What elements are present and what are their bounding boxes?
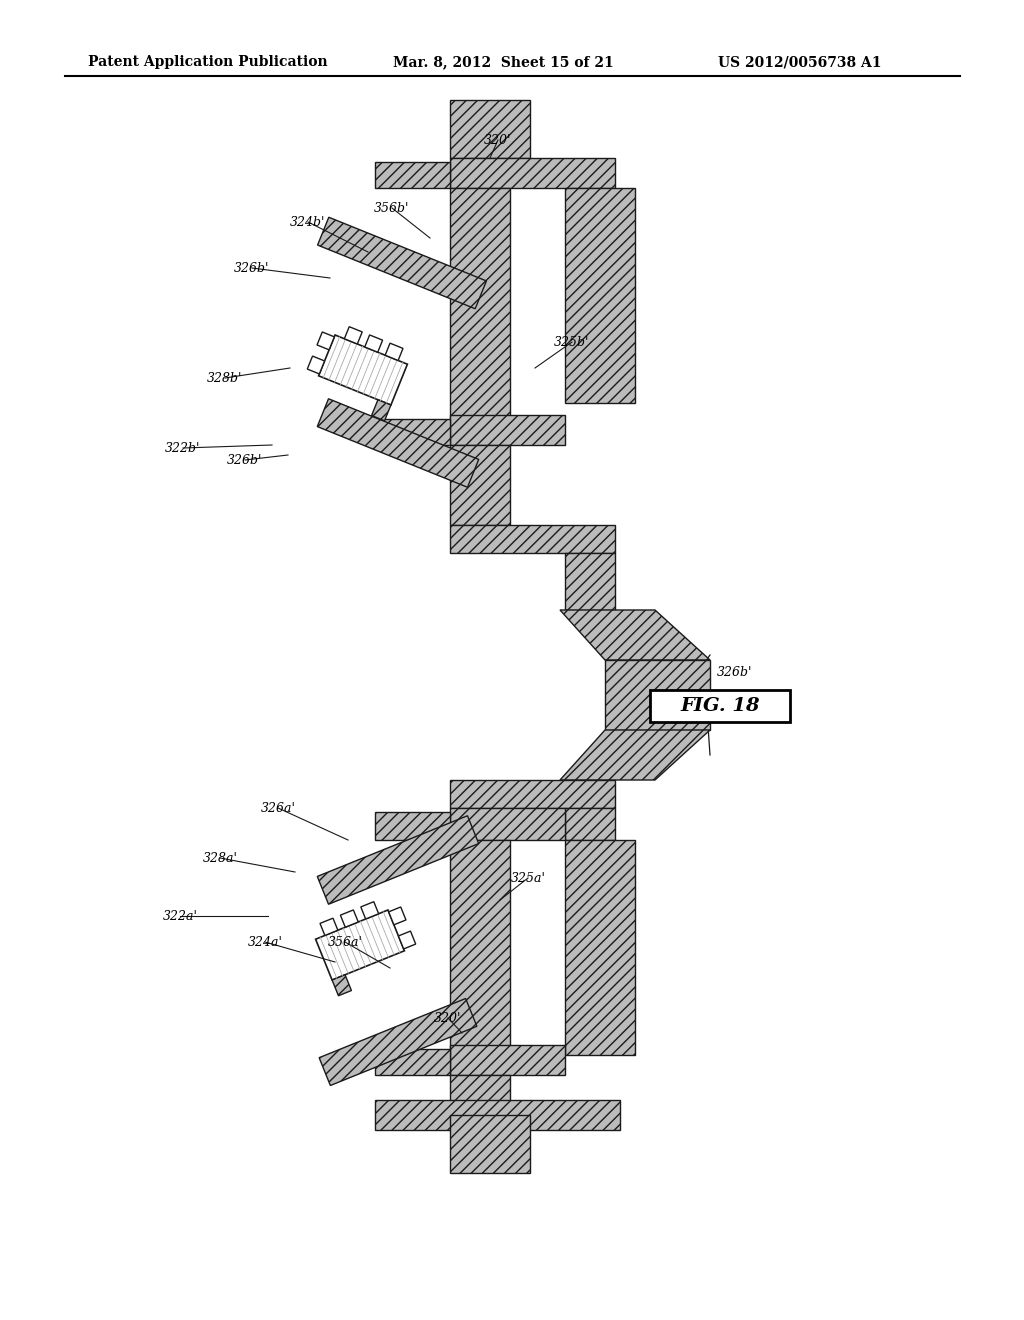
Text: 322b': 322b' [165,441,201,454]
Polygon shape [317,399,479,487]
Polygon shape [317,218,486,309]
Polygon shape [317,816,479,904]
Polygon shape [450,1045,565,1074]
Polygon shape [375,812,450,840]
Polygon shape [450,445,510,525]
Polygon shape [389,907,406,925]
Text: Patent Application Publication: Patent Application Publication [88,55,328,69]
Polygon shape [375,418,450,445]
Text: 326b': 326b' [234,261,269,275]
Polygon shape [307,356,325,374]
Polygon shape [375,162,450,187]
Polygon shape [365,335,383,352]
Polygon shape [375,1049,450,1074]
Text: 325a': 325a' [511,871,546,884]
Polygon shape [385,343,403,360]
Text: 328b': 328b' [207,371,243,384]
Text: 324a': 324a' [248,936,283,949]
Polygon shape [321,919,338,936]
Polygon shape [565,808,615,840]
Polygon shape [560,610,710,660]
Polygon shape [372,400,391,421]
Polygon shape [450,187,510,422]
Polygon shape [318,335,408,405]
Text: 320': 320' [434,1011,462,1024]
Polygon shape [360,902,379,919]
Text: 326b': 326b' [227,454,263,466]
Text: US 2012/0056738 A1: US 2012/0056738 A1 [718,55,882,69]
Polygon shape [565,553,615,610]
Bar [650,690,790,722]
Polygon shape [332,974,351,995]
Polygon shape [340,909,358,927]
Polygon shape [450,414,565,445]
Text: 326a': 326a' [260,801,296,814]
Polygon shape [450,780,615,808]
Polygon shape [450,525,615,553]
Polygon shape [605,660,710,730]
Polygon shape [450,100,530,158]
Polygon shape [565,187,635,403]
Polygon shape [450,1074,510,1115]
Polygon shape [565,840,635,1055]
Text: 325b': 325b' [554,335,590,348]
Polygon shape [560,730,710,780]
Text: 324b': 324b' [291,215,326,228]
Polygon shape [398,931,416,949]
Polygon shape [450,1115,530,1173]
Text: FIG. 18: FIG. 18 [680,697,760,715]
Text: 356a': 356a' [328,936,362,949]
Text: 328a': 328a' [203,851,238,865]
Polygon shape [375,1100,620,1130]
Polygon shape [450,808,565,840]
Text: 326b': 326b' [718,665,753,678]
Text: 322a': 322a' [163,909,198,923]
Text: 320': 320' [484,133,512,147]
Polygon shape [344,326,362,345]
Text: 356b': 356b' [375,202,410,214]
Polygon shape [315,909,404,979]
Polygon shape [317,331,334,350]
Polygon shape [450,158,615,187]
Polygon shape [450,840,510,1074]
Text: Mar. 8, 2012  Sheet 15 of 21: Mar. 8, 2012 Sheet 15 of 21 [393,55,613,69]
Polygon shape [319,998,477,1085]
